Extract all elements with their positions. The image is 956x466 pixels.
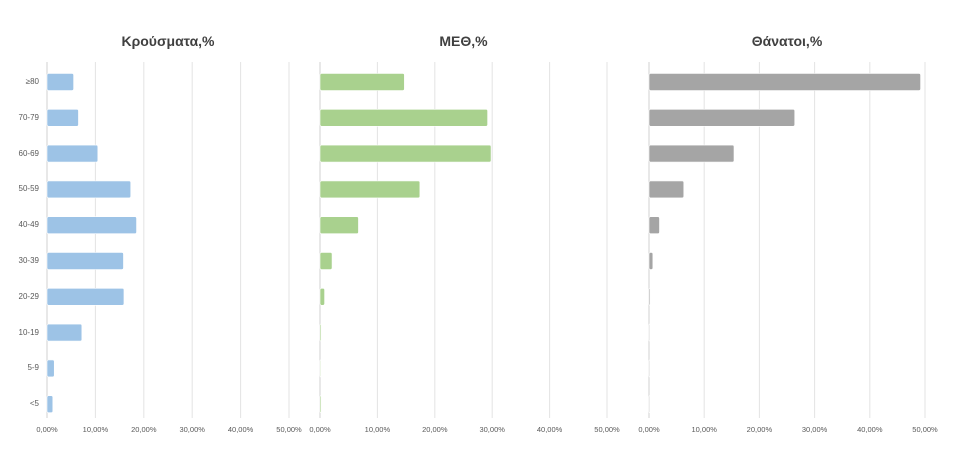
bar-30-39-series-2 xyxy=(319,252,333,270)
bar-20-29-series-2 xyxy=(319,287,325,306)
tick-label: 40,00% xyxy=(857,425,883,434)
bar-60-69-series-3 xyxy=(648,144,735,163)
bar-5-9-series-1 xyxy=(46,359,55,378)
category-label: ≥80 xyxy=(25,77,39,86)
bar-30-39-series-3 xyxy=(648,252,654,270)
bar-70-79-series-1 xyxy=(46,109,79,127)
bar-50-59-series-3 xyxy=(648,180,685,199)
bar-30-39-series-1 xyxy=(46,252,124,270)
panel-title: Θάνατοι,% xyxy=(751,33,823,49)
panel-title: Κρούσματα,% xyxy=(121,33,215,49)
bar-5-series-2 xyxy=(319,395,322,414)
bar-40-49-series-3 xyxy=(648,216,660,234)
category-label: <5 xyxy=(29,399,39,409)
bar-80-series-1 xyxy=(46,73,74,91)
tick-label: 40,00% xyxy=(536,425,563,434)
bar-10-19-series-3 xyxy=(648,323,651,342)
tick-label: 40,00% xyxy=(227,425,254,434)
bar-40-49-series-1 xyxy=(46,216,137,234)
bar-70-79-series-2 xyxy=(319,109,488,127)
bar-50-59-series-1 xyxy=(46,180,132,199)
tick-label: 30,00% xyxy=(801,425,828,434)
bar-5-9-series-2 xyxy=(319,359,322,378)
category-label: 5-9 xyxy=(27,363,39,373)
tick-label: 10,00% xyxy=(82,425,109,434)
tick-label: 50,00% xyxy=(276,425,302,434)
bar-10-19-series-1 xyxy=(46,323,83,342)
tick-label: 20,00% xyxy=(422,425,448,434)
category-label: 60-69 xyxy=(18,148,39,158)
bar-60-69-series-1 xyxy=(46,144,99,163)
tick-label: 20,00% xyxy=(746,425,773,434)
tick-label: 0,00% xyxy=(309,425,331,434)
category-label: 30-39 xyxy=(18,256,39,265)
tick-label: 0,00% xyxy=(638,425,660,434)
tick-label: 30,00% xyxy=(479,425,505,434)
panel-title: ΜΕΘ,% xyxy=(439,33,488,49)
bar-5-series-3 xyxy=(648,395,651,414)
bar-20-29-series-1 xyxy=(46,287,125,306)
bar-40-49-series-2 xyxy=(319,216,359,234)
category-label: 20-29 xyxy=(18,291,39,301)
bar-80-series-2 xyxy=(319,73,405,91)
bar-5-series-1 xyxy=(46,395,54,414)
bar-10-19-series-2 xyxy=(319,323,322,342)
tick-label: 50,00% xyxy=(912,425,938,434)
tick-label: 30,00% xyxy=(179,425,205,434)
bar-5-9-series-3 xyxy=(648,359,651,378)
bar-50-59-series-2 xyxy=(319,180,421,199)
bar-70-79-series-3 xyxy=(648,109,796,127)
tick-label: 10,00% xyxy=(364,425,391,434)
tick-label: 10,00% xyxy=(691,425,717,434)
bar-20-29-series-3 xyxy=(648,287,651,306)
category-label: 40-49 xyxy=(18,220,39,230)
bar-80-series-3 xyxy=(648,73,921,91)
category-label: 50-59 xyxy=(18,184,39,194)
category-label: 10-19 xyxy=(18,327,39,337)
tick-label: 20,00% xyxy=(131,425,157,434)
tick-label: 50,00% xyxy=(594,425,620,434)
tick-label: 0,00% xyxy=(36,425,58,434)
bar-60-69-series-2 xyxy=(319,144,492,163)
category-label: 70-79 xyxy=(18,112,39,122)
